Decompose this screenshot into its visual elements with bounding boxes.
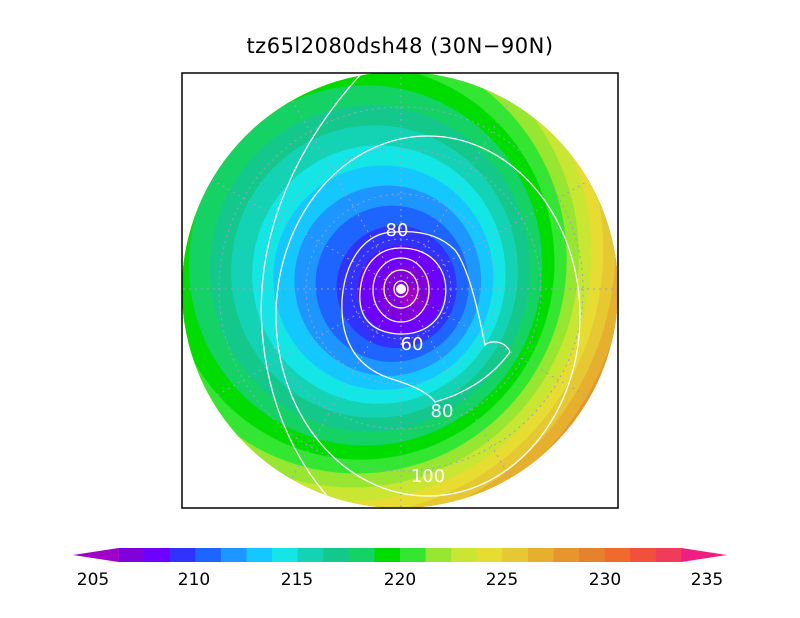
colorbar-segment bbox=[246, 548, 273, 562]
colorbar-segment bbox=[348, 548, 375, 562]
colorbar-segment bbox=[502, 548, 529, 562]
contour-label-group: 80 60 80 100 bbox=[386, 220, 454, 487]
colorbar-tick-label: 225 bbox=[486, 570, 518, 590]
colorbar-tick-label: 215 bbox=[281, 570, 313, 590]
colorbar-tick-label: 235 bbox=[691, 570, 723, 590]
contour-lines bbox=[260, 73, 581, 508]
colorbar-segment bbox=[323, 548, 350, 562]
contour-80 bbox=[341, 230, 511, 403]
colorbar-segment bbox=[195, 548, 222, 562]
longitude-line bbox=[411, 168, 610, 284]
contour-60 bbox=[359, 247, 447, 335]
colorbar-segment bbox=[681, 548, 727, 562]
colorbar-segment bbox=[630, 548, 657, 562]
contour-100 bbox=[275, 135, 581, 497]
colorbar-segment bbox=[220, 548, 247, 562]
longitude-line bbox=[280, 80, 396, 279]
contour-100-outer bbox=[260, 73, 363, 508]
pole-marker bbox=[396, 284, 406, 294]
colorbar-segment bbox=[73, 548, 119, 562]
latitude-circle bbox=[305, 193, 497, 385]
colorbar-segment bbox=[400, 548, 427, 562]
colorbar-segment bbox=[476, 548, 503, 562]
colorbar-segment bbox=[169, 548, 196, 562]
colorbar-segment bbox=[579, 548, 606, 562]
longitude-line bbox=[192, 168, 391, 284]
colorbar-segment bbox=[451, 548, 478, 562]
contour-label-100: 100 bbox=[411, 466, 445, 487]
colorbar bbox=[73, 548, 727, 562]
colorbar-segment bbox=[297, 548, 324, 562]
contour-label-60: 60 bbox=[401, 334, 424, 355]
longitude-line bbox=[406, 299, 522, 498]
colorbar-tick-label: 205 bbox=[77, 570, 109, 590]
contour-label-80-bottom: 80 bbox=[431, 401, 454, 422]
map-frame bbox=[181, 72, 619, 509]
colorbar-segment bbox=[527, 548, 554, 562]
colorbar-tick-label: 220 bbox=[384, 570, 416, 590]
temperature-field bbox=[182, 73, 618, 508]
contour-inner-2 bbox=[383, 269, 419, 309]
contour-inner-1 bbox=[372, 257, 430, 323]
contour-inner-3 bbox=[393, 280, 409, 298]
colorbar-segment bbox=[553, 548, 580, 562]
colorbar-segment bbox=[604, 548, 631, 562]
colorbar-labels: 205 210 215 220 225 230 235 bbox=[77, 570, 723, 590]
colorbar-segment bbox=[374, 548, 401, 562]
contour-label-80-top: 80 bbox=[386, 220, 409, 241]
colorbar-segment bbox=[425, 548, 452, 562]
longitude-line bbox=[280, 299, 396, 498]
colorbar-tick-label: 230 bbox=[589, 570, 621, 590]
longitude-line bbox=[406, 80, 522, 279]
colorbar-segment bbox=[655, 548, 682, 562]
map-title: tz65l2080dsh48 (30N−90N) bbox=[246, 34, 554, 58]
colorbar-tick-label: 210 bbox=[178, 570, 210, 590]
colorbar-segment bbox=[118, 548, 145, 562]
colorbar-segment bbox=[272, 548, 299, 562]
colorbar-segment bbox=[144, 548, 171, 562]
longitude-line bbox=[192, 294, 391, 410]
